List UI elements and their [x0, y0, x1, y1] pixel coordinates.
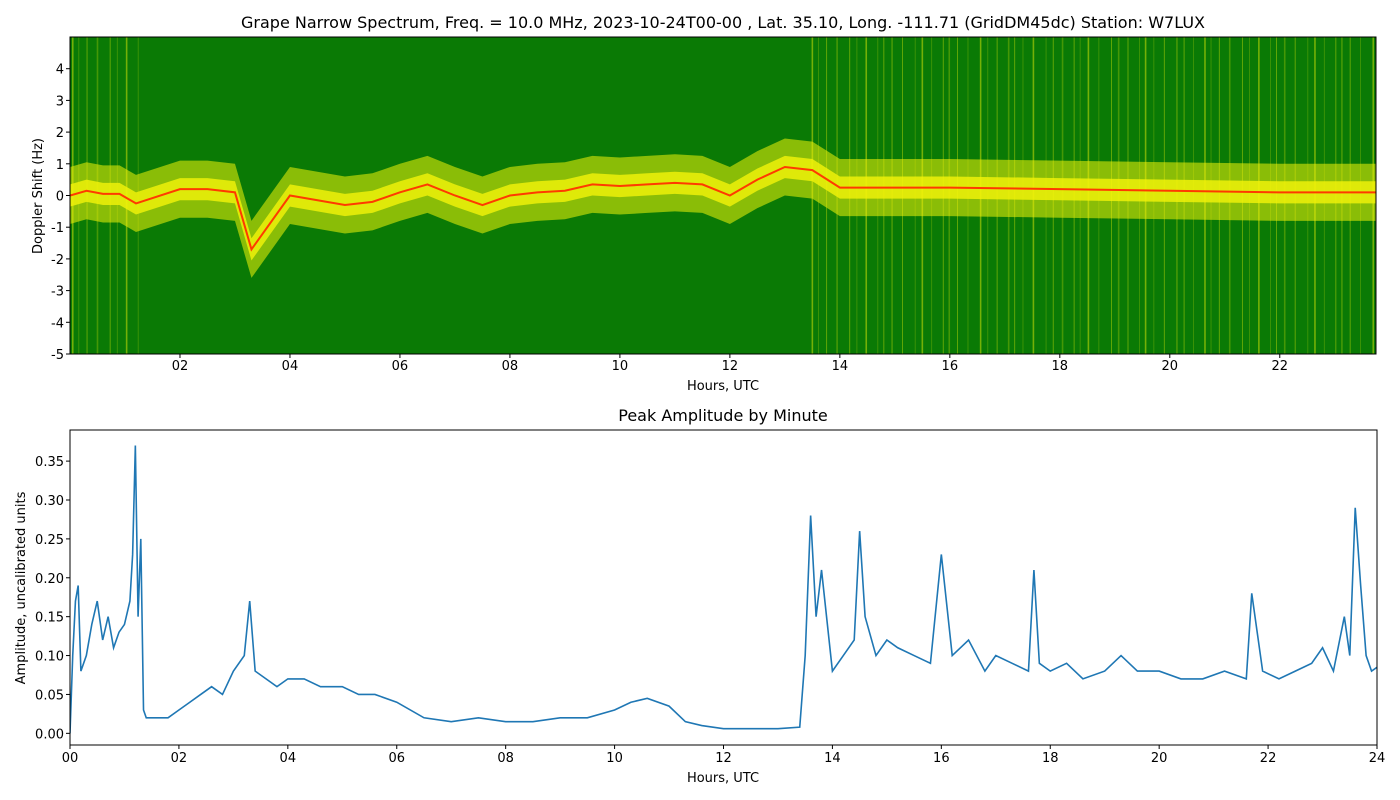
amplitude-x-tick-label: 24 — [1369, 751, 1386, 766]
spectrogram-x-tick-label: 10 — [612, 359, 629, 374]
spectrogram-y-tick-label: -5 — [51, 348, 64, 363]
spectrogram-y-tick-label: 4 — [56, 63, 64, 78]
amplitude-y-tick-label: 0.35 — [35, 455, 64, 470]
spectrogram-signal-band — [70, 138, 1376, 278]
spectrogram-x-tick-label: 12 — [722, 359, 739, 374]
amplitude-y-tick-label: 0.10 — [35, 650, 64, 665]
amplitude-x-tick-label: 22 — [1260, 751, 1277, 766]
amplitude-x-tick-label: 16 — [933, 751, 950, 766]
spectrogram-signal — [70, 37, 1376, 354]
amplitude-y-tick-label: 0.30 — [35, 494, 64, 509]
spectrogram-y-tick-label: -3 — [51, 285, 64, 300]
spectrogram-x-label: Hours, UTC — [687, 379, 759, 394]
amplitude-chart: Peak Amplitude by Minute 00 02 04 06 08 10 12 1… — [14, 406, 1385, 786]
spectrogram-chart: Grape Narrow Spectrum, Freq. = 10.0 MHz,… — [31, 13, 1377, 394]
amplitude-y-ticks: 0.00 0.05 0.10 0.15 0.20 0.25 0.30 0.35 — [35, 455, 70, 742]
amplitude-y-tick-label: 0.20 — [35, 572, 64, 587]
amplitude-x-tick-label: 04 — [280, 751, 297, 766]
amplitude-x-label: Hours, UTC — [687, 771, 759, 786]
spectrogram-x-tick-label: 18 — [1052, 359, 1069, 374]
amplitude-y-tick-label: 0.00 — [35, 727, 64, 742]
amplitude-x-tick-label: 18 — [1042, 751, 1059, 766]
amplitude-x-tick-label: 06 — [388, 751, 405, 766]
spectrogram-signal-core — [70, 155, 1376, 261]
amplitude-y-label: Amplitude, uncalibrated units — [14, 491, 29, 684]
spectrogram-x-tick-label: 02 — [172, 359, 189, 374]
amplitude-x-tick-label: 10 — [606, 751, 623, 766]
amplitude-x-tick-label: 00 — [62, 751, 79, 766]
spectrogram-y-label: Doppler Shift (Hz) — [31, 138, 46, 254]
amplitude-y-tick-label: 0.15 — [35, 611, 64, 626]
amplitude-x-tick-label: 12 — [715, 751, 732, 766]
spectrogram-y-tick-label: 0 — [56, 190, 64, 205]
amplitude-x-tick-label: 02 — [171, 751, 188, 766]
amplitude-series-line — [70, 445, 1377, 734]
amplitude-x-ticks: 00 02 04 06 08 10 12 14 16 18 20 22 24 — [62, 745, 1386, 766]
amplitude-frame — [69, 429, 1378, 746]
spectrogram-y-tick-label: 1 — [56, 158, 64, 173]
spectrogram-title: Grape Narrow Spectrum, Freq. = 10.0 MHz,… — [241, 13, 1205, 32]
spectrogram-y-ticks: -5 -4 -3 -2 -1 0 1 2 3 4 — [51, 63, 70, 363]
amplitude-y-tick-label: 0.05 — [35, 688, 64, 703]
amplitude-x-tick-label: 20 — [1151, 751, 1168, 766]
spectrogram-y-tick-label: -1 — [51, 221, 64, 236]
spectrogram-y-tick-label: 2 — [56, 126, 64, 141]
spectrogram-x-tick-label: 16 — [942, 359, 959, 374]
spectrogram-y-tick-label: -4 — [51, 316, 64, 331]
spectrogram-x-tick-label: 20 — [1162, 359, 1179, 374]
spectrogram-peak-trace — [70, 165, 1376, 252]
spectrogram-y-tick-label: -2 — [51, 253, 64, 268]
spectrogram-x-tick-label: 08 — [502, 359, 519, 374]
amplitude-y-tick-label: 0.25 — [35, 533, 64, 548]
amplitude-x-tick-label: 08 — [497, 751, 514, 766]
spectrogram-y-tick-label: 3 — [56, 94, 64, 109]
spectrogram-x-tick-label: 06 — [392, 359, 409, 374]
spectrogram-x-ticks: 02 04 06 08 10 12 14 16 18 20 22 — [172, 354, 1288, 374]
amplitude-x-tick-label: 14 — [824, 751, 841, 766]
spectrogram-x-tick-label: 22 — [1271, 359, 1288, 374]
spectrogram-x-tick-label: 04 — [282, 359, 299, 374]
amplitude-title: Peak Amplitude by Minute — [618, 406, 828, 425]
spectrogram-x-tick-label: 14 — [832, 359, 849, 374]
